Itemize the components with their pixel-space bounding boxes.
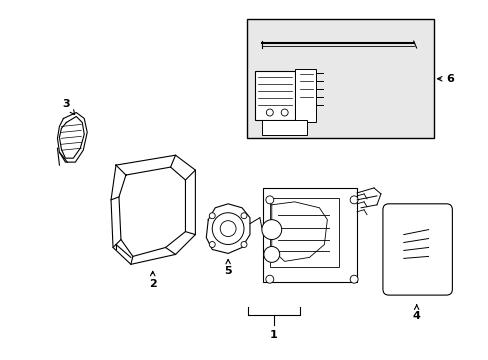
Circle shape xyxy=(265,196,273,204)
FancyBboxPatch shape xyxy=(382,204,451,295)
Text: 3: 3 xyxy=(62,99,74,114)
Bar xyxy=(262,121,306,135)
Text: 6: 6 xyxy=(437,74,453,84)
Circle shape xyxy=(281,109,287,116)
Bar xyxy=(269,198,339,267)
Circle shape xyxy=(262,220,281,239)
Circle shape xyxy=(349,275,357,283)
Text: 2: 2 xyxy=(148,271,156,289)
Circle shape xyxy=(349,196,357,204)
Text: 1: 1 xyxy=(269,330,277,340)
Text: 5: 5 xyxy=(224,260,231,276)
Bar xyxy=(294,69,316,122)
Bar xyxy=(246,19,433,138)
Circle shape xyxy=(266,109,273,116)
Circle shape xyxy=(265,275,273,283)
Circle shape xyxy=(241,213,246,219)
Circle shape xyxy=(241,242,246,247)
Bar xyxy=(263,188,356,282)
Circle shape xyxy=(264,247,279,262)
Circle shape xyxy=(212,213,244,244)
Circle shape xyxy=(209,242,215,247)
Bar xyxy=(254,71,294,121)
Circle shape xyxy=(209,213,215,219)
Circle shape xyxy=(220,221,236,237)
Text: 4: 4 xyxy=(412,305,420,321)
